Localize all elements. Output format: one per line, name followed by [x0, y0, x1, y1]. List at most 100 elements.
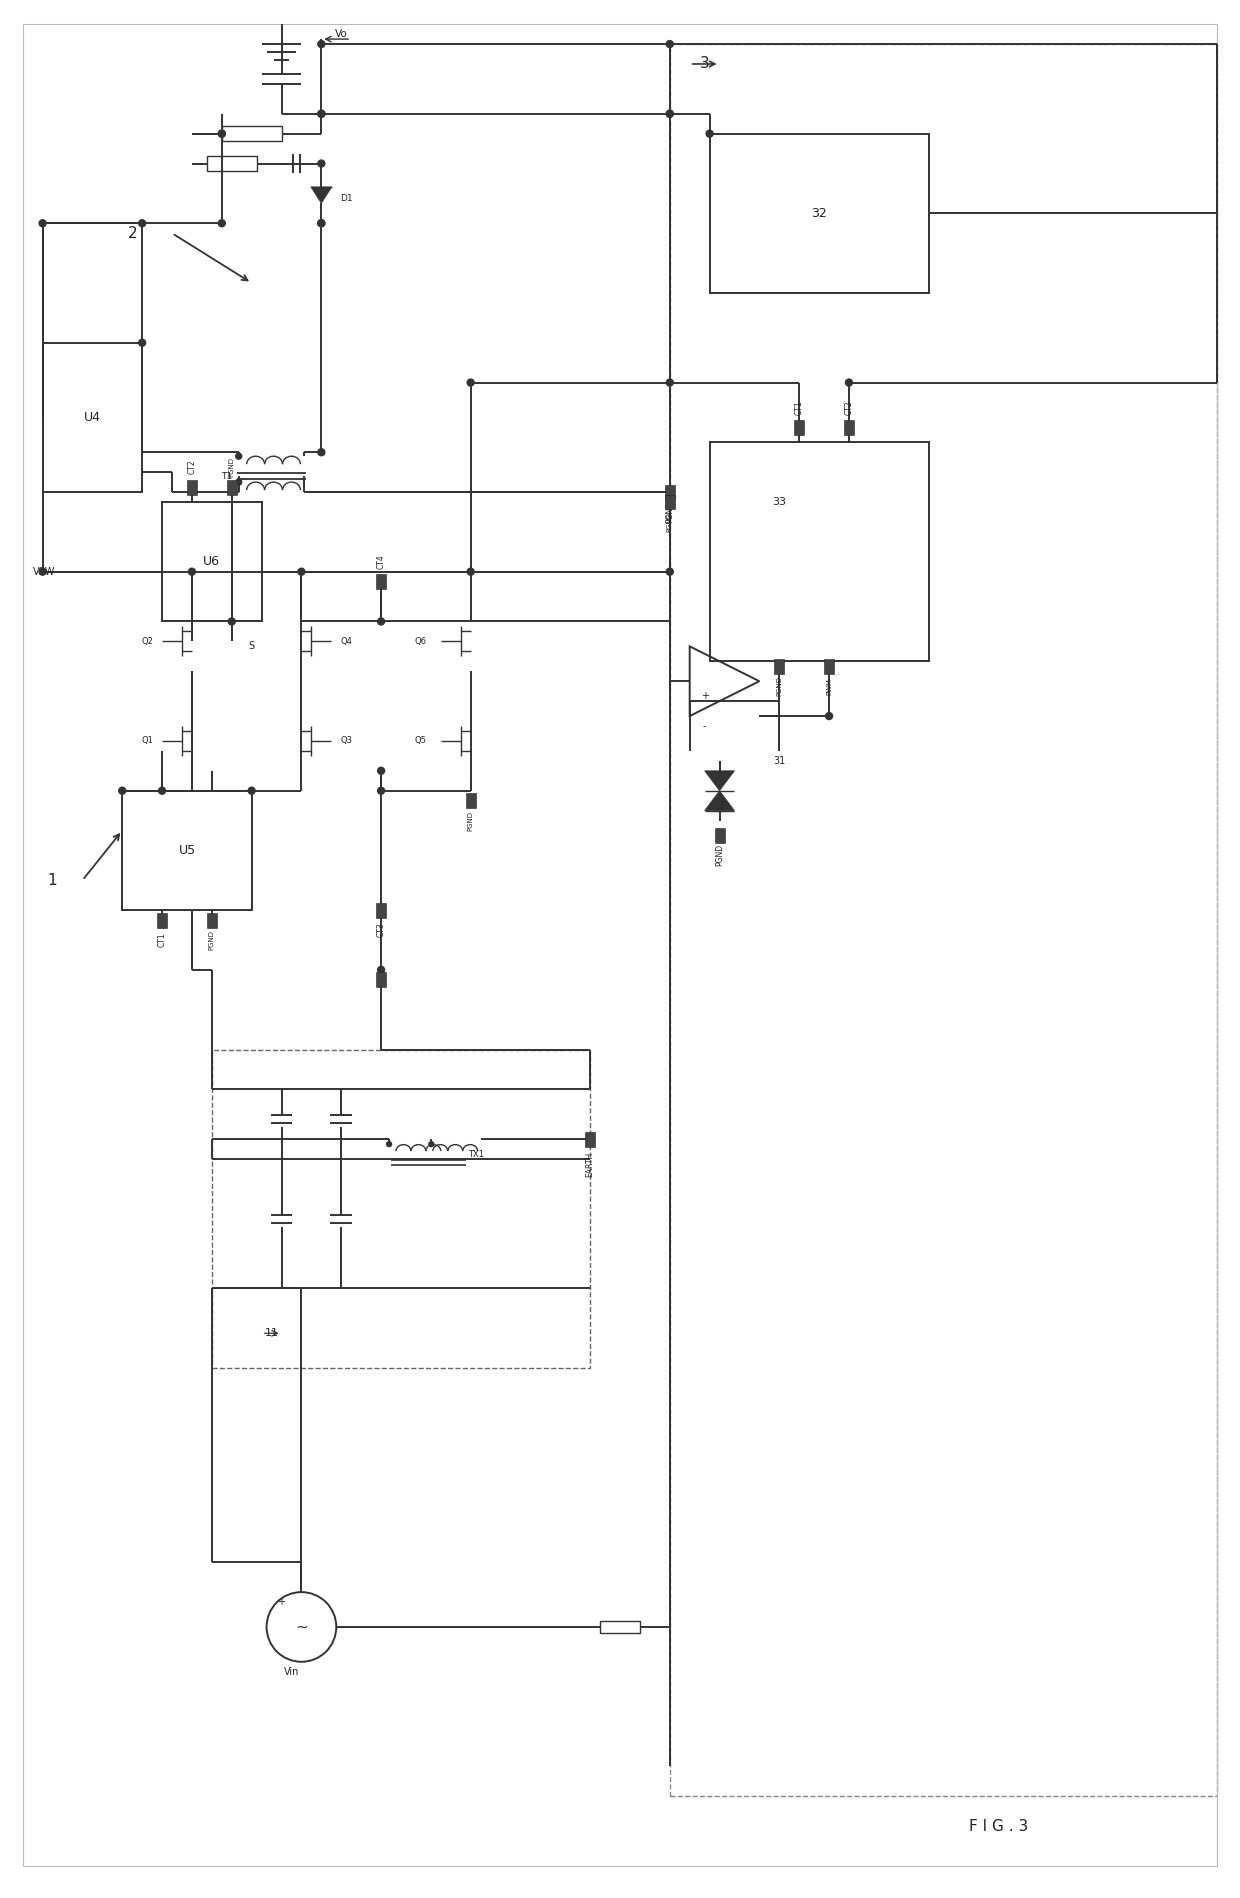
- Bar: [376, 575, 386, 588]
- Bar: [709, 442, 929, 661]
- Text: CT2: CT2: [844, 400, 853, 416]
- Circle shape: [248, 788, 255, 793]
- Text: Q4: Q4: [340, 638, 352, 645]
- Circle shape: [387, 1141, 392, 1146]
- Bar: [207, 913, 217, 928]
- Circle shape: [378, 966, 384, 974]
- Text: 11: 11: [264, 1329, 279, 1338]
- Circle shape: [666, 380, 673, 385]
- Polygon shape: [704, 791, 734, 810]
- Text: +: +: [278, 1596, 285, 1608]
- Text: Vin: Vin: [284, 1666, 299, 1676]
- Text: TX1: TX1: [467, 1150, 484, 1158]
- Bar: [585, 1131, 595, 1146]
- Text: 2: 2: [128, 226, 136, 241]
- Circle shape: [666, 568, 673, 575]
- Text: 32: 32: [811, 207, 827, 220]
- Text: CT3: CT3: [377, 922, 386, 938]
- Circle shape: [218, 131, 226, 137]
- Text: Q3: Q3: [340, 736, 352, 746]
- Text: VSW: VSW: [32, 568, 55, 577]
- Bar: [844, 419, 854, 435]
- Text: PWM: PWM: [826, 678, 832, 695]
- Text: S: S: [248, 642, 254, 651]
- Text: +: +: [701, 691, 708, 700]
- Bar: [376, 972, 386, 987]
- Polygon shape: [704, 771, 734, 791]
- Circle shape: [706, 131, 713, 137]
- Text: CT1: CT1: [157, 932, 166, 947]
- Polygon shape: [311, 186, 332, 203]
- Circle shape: [666, 110, 673, 118]
- Bar: [227, 480, 237, 495]
- Circle shape: [317, 40, 325, 47]
- Text: F I G . 3: F I G . 3: [968, 1818, 1028, 1833]
- Circle shape: [317, 448, 325, 456]
- Bar: [714, 828, 724, 843]
- Circle shape: [429, 1141, 434, 1146]
- Circle shape: [467, 380, 474, 385]
- Circle shape: [159, 788, 166, 793]
- Bar: [665, 484, 675, 499]
- Text: CT1: CT1: [795, 400, 804, 416]
- Text: U5: U5: [179, 845, 196, 856]
- Circle shape: [40, 220, 46, 226]
- Text: ~: ~: [295, 1619, 308, 1634]
- Text: Q5: Q5: [415, 736, 427, 746]
- Circle shape: [218, 220, 226, 226]
- Bar: [187, 480, 197, 495]
- Bar: [162, 501, 262, 621]
- Circle shape: [188, 568, 196, 575]
- Text: PGND: PGND: [467, 810, 474, 831]
- Circle shape: [666, 488, 673, 495]
- Circle shape: [317, 159, 325, 167]
- Bar: [670, 44, 1218, 1796]
- Circle shape: [378, 619, 384, 624]
- Circle shape: [317, 220, 325, 226]
- Text: Q2: Q2: [141, 638, 153, 645]
- Text: PGND: PGND: [228, 457, 234, 476]
- Circle shape: [218, 131, 226, 137]
- Text: EARTH: EARTH: [585, 1152, 595, 1177]
- Bar: [222, 125, 281, 140]
- Circle shape: [236, 478, 242, 486]
- Circle shape: [228, 619, 236, 624]
- Text: 33: 33: [773, 497, 786, 507]
- Bar: [212, 1050, 590, 1368]
- Text: CT2: CT2: [187, 459, 196, 474]
- Text: T1: T1: [221, 471, 232, 480]
- Circle shape: [467, 568, 474, 575]
- Circle shape: [40, 568, 46, 575]
- Bar: [709, 133, 929, 292]
- Circle shape: [139, 220, 145, 226]
- Bar: [774, 659, 784, 674]
- Text: 31: 31: [774, 755, 785, 767]
- Circle shape: [317, 110, 325, 118]
- Bar: [665, 495, 675, 509]
- Bar: [42, 344, 143, 492]
- Text: Q1: Q1: [141, 736, 153, 746]
- Bar: [794, 419, 805, 435]
- Text: 1: 1: [48, 873, 57, 888]
- Circle shape: [317, 110, 325, 118]
- Bar: [466, 793, 476, 809]
- Text: Q6: Q6: [415, 638, 427, 645]
- Text: D1: D1: [340, 194, 352, 203]
- Text: PGND: PGND: [776, 676, 782, 697]
- Circle shape: [236, 454, 242, 459]
- Circle shape: [826, 712, 832, 719]
- Bar: [376, 903, 386, 917]
- Circle shape: [846, 380, 852, 385]
- Text: Vo: Vo: [335, 28, 347, 40]
- Circle shape: [378, 767, 384, 774]
- Circle shape: [317, 220, 325, 226]
- Bar: [123, 791, 252, 911]
- Circle shape: [119, 788, 125, 793]
- Bar: [600, 1621, 640, 1632]
- Text: PGND: PGND: [208, 930, 215, 951]
- Circle shape: [378, 788, 384, 793]
- Circle shape: [666, 110, 673, 118]
- Bar: [207, 156, 257, 171]
- Text: PGND: PGND: [667, 512, 673, 531]
- Circle shape: [139, 340, 145, 345]
